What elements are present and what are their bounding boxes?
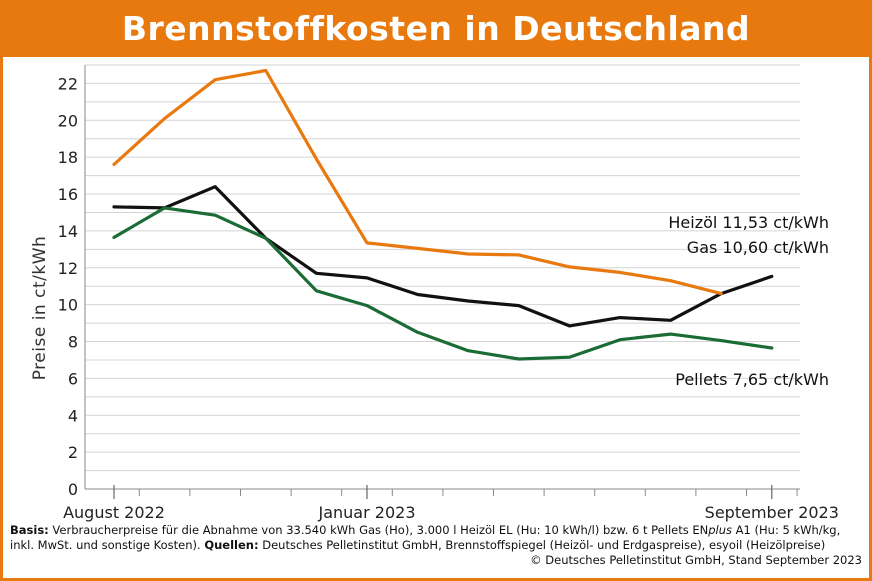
y-tick-label: 22 [58, 74, 78, 93]
title-bar: Brennstoffkosten in Deutschland [0, 0, 872, 57]
x-tick-label: September 2023 [705, 503, 839, 522]
sources-text: Deutsches Pelletinstitut GmbH, Brennstof… [258, 538, 826, 552]
footer-line2-text: inkl. MwSt. und sonstige Kosten). [10, 538, 205, 552]
basis-label: Basis: [10, 523, 49, 537]
series-line-heizl [112, 185, 774, 328]
x-tick-labels: August 2022 Januar 2023 September 2023 [63, 503, 839, 522]
series-line-gas [112, 68, 723, 296]
series-end-labels: Heizöl 11,53 ct/kWh Gas 10,60 ct/kWh Pelle… [668, 213, 829, 389]
x-tick-label: Januar 2023 [318, 503, 416, 522]
y-tick-label: 4 [68, 406, 78, 425]
y-tick-labels: 0 2 4 6 8 10 12 14 16 18 20 22 [58, 74, 78, 499]
basis-text: Verbraucherpreise für die Abnahme von 33… [48, 523, 709, 537]
y-tick-label: 2 [68, 443, 78, 462]
series-end-label: Pellets 7,65 ct/kWh [675, 370, 829, 389]
basis-italic: plus [708, 523, 733, 537]
y-tick-label: 14 [58, 222, 78, 241]
series-end-label: Heizöl 11,53 ct/kWh [668, 213, 829, 232]
footer-line-2: inkl. MwSt. und sonstige Kosten). Quelle… [10, 538, 862, 553]
y-tick-label: 20 [58, 111, 78, 130]
series-end-label: Gas 10,60 ct/kWh [687, 238, 829, 257]
line-chart: 0 2 4 6 8 10 12 14 16 18 20 22 August 2022 Januar 20… [30, 64, 839, 522]
copyright: © Deutsches Pelletinstitut GmbH, Stand S… [530, 553, 862, 567]
y-tick-label: 6 [68, 369, 78, 388]
axes [84, 65, 800, 499]
y-tick-label: 18 [58, 148, 78, 167]
y-axis-label: Preise in ct/kWh [30, 236, 50, 381]
y-tick-label: 12 [58, 259, 78, 278]
sources-label: Quellen: [204, 538, 259, 552]
y-tick-label: 10 [58, 296, 78, 315]
y-tick-label: 0 [68, 480, 78, 499]
grid-lines [85, 64, 800, 472]
y-tick-label: 16 [58, 185, 78, 204]
series-lines [112, 68, 774, 361]
footer: Basis: Verbraucherpreise für die Abnahme… [10, 523, 862, 568]
basis-text-2: A1 (Hu: 5 kWh/kg, [732, 523, 841, 537]
footer-line-1: Basis: Verbraucherpreise für die Abnahme… [10, 523, 862, 538]
series-line-pellets [112, 206, 774, 361]
y-tick-label: 8 [68, 333, 78, 352]
chart-title: Brennstoffkosten in Deutschland [121, 9, 751, 48]
x-tick-label: August 2022 [63, 503, 165, 522]
